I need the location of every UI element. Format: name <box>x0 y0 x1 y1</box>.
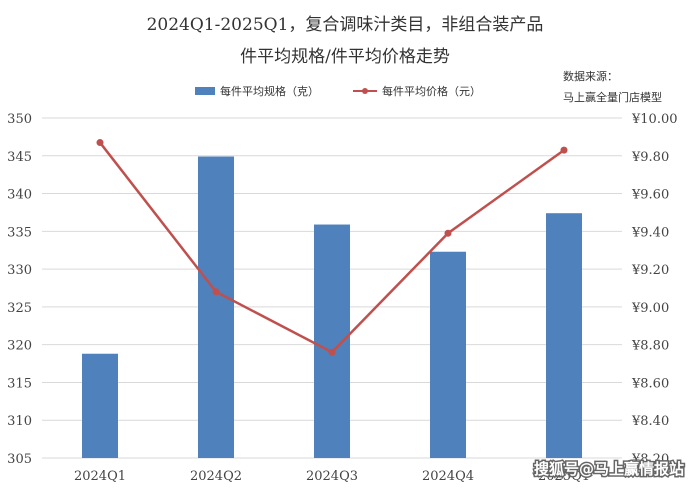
right-tick-label: ¥9.60 <box>631 188 669 203</box>
right-axis-ticks: ¥10.00 ¥9.80 ¥9.60 ¥9.40 ¥9.20 ¥9.00 ¥8.80 ¥8.6… <box>631 112 678 467</box>
left-tick-label: 340 <box>7 188 32 203</box>
category-label: 2025Q1 <box>538 469 590 484</box>
right-tick-label: ¥9.00 <box>631 301 669 316</box>
legend-line-label: 每件平均价格（元） <box>382 84 481 98</box>
bar-2024Q2 <box>198 156 234 459</box>
chart-title-line1: 2024Q1-2025Q1，复合调味汁类目，非组合装产品 <box>147 15 544 35</box>
category-label: 2024Q4 <box>422 469 474 484</box>
price-point-2024Q1 <box>96 139 104 147</box>
chart-title-line2: 件平均规格/件平均价格走势 <box>240 47 450 67</box>
left-tick-label: 345 <box>7 150 32 165</box>
price-line <box>96 139 568 356</box>
right-tick-label: ¥9.20 <box>631 263 669 278</box>
category-label: 2024Q2 <box>190 469 242 484</box>
left-axis-ticks: 350 345 340 335 330 325 320 315 310 305 <box>7 112 32 467</box>
category-labels: 2024Q1 2024Q2 2024Q3 2024Q4 2025Q1 <box>74 469 590 484</box>
watermark-text: 搜狐号@马上赢情报站 <box>534 460 684 478</box>
left-tick-label: 305 <box>7 452 32 467</box>
bar-2025Q1 <box>546 213 582 458</box>
source-label: 数据来源： <box>563 69 618 83</box>
bar-2024Q1 <box>82 353 118 458</box>
left-tick-label: 325 <box>7 301 32 316</box>
right-tick-label: ¥8.20 <box>631 452 669 467</box>
left-tick-label: 315 <box>7 376 32 391</box>
category-label: 2024Q1 <box>74 469 126 484</box>
price-point-2025Q1 <box>560 146 568 154</box>
category-label: 2024Q3 <box>306 469 358 484</box>
left-tick-label: 335 <box>7 225 32 240</box>
left-tick-label: 320 <box>7 339 32 354</box>
legend-line-marker <box>362 88 368 94</box>
right-tick-label: ¥9.40 <box>631 225 669 240</box>
left-tick-label: 330 <box>7 263 32 278</box>
bar-2024Q4 <box>430 251 466 458</box>
price-point-2024Q2 <box>212 288 220 296</box>
price-point-2024Q4 <box>444 229 452 237</box>
right-tick-label: ¥8.60 <box>631 376 669 391</box>
watermark: 搜狐号@马上赢情报站 <box>532 459 685 480</box>
right-tick-label: ¥9.80 <box>631 150 669 165</box>
price-point-2024Q3 <box>328 348 336 356</box>
right-tick-label: ¥8.40 <box>631 414 669 429</box>
left-tick-label: 310 <box>7 414 32 429</box>
source-name: 马上赢全量门店模型 <box>563 90 662 104</box>
legend-bar-label: 每件平均规格（克） <box>220 84 319 98</box>
right-tick-label: ¥8.80 <box>631 339 669 354</box>
right-tick-label: ¥10.00 <box>631 112 678 127</box>
bar-2024Q3 <box>314 224 350 458</box>
legend-bar-swatch <box>195 87 215 95</box>
legend: 每件平均规格（克） 每件平均价格（元） <box>195 84 481 98</box>
bars <box>82 156 582 459</box>
left-tick-label: 350 <box>7 112 32 127</box>
